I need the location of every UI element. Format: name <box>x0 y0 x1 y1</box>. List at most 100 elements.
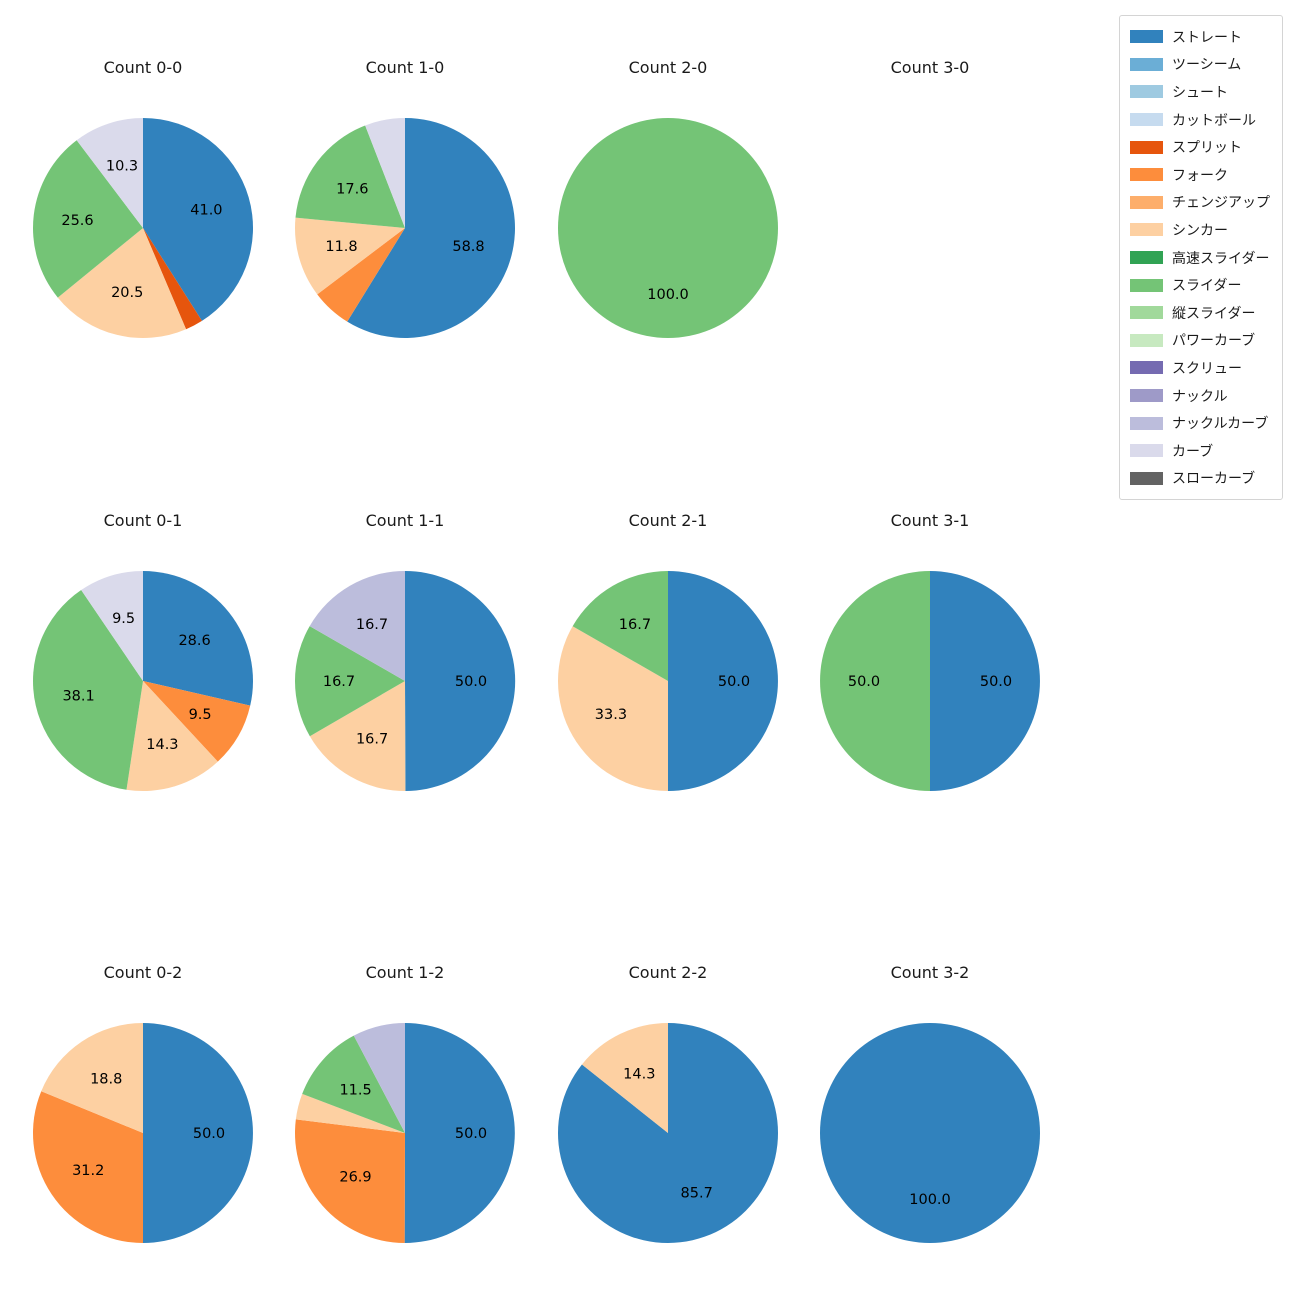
pie-slice <box>295 125 405 228</box>
pie-slice <box>581 1023 668 1133</box>
pie-slice-label: 14.3 <box>146 737 178 753</box>
pie-slice-label: 9.5 <box>189 707 212 723</box>
legend-color-swatch <box>1130 361 1163 375</box>
pie-slice <box>143 228 202 330</box>
pie-slice <box>820 1023 1040 1243</box>
pie-chart-title: Count 0-0 <box>103 58 183 77</box>
pie-chart: 28.6 9.5 14.3 38.1 9.5 <box>33 571 254 791</box>
pie-slice-label: 25.6 <box>61 213 93 229</box>
pie-slice <box>32 140 143 298</box>
legend-item: ナックルカーブ <box>1130 409 1270 437</box>
pie-chart-count-1-1: Count 1-1 50.0 16.7 16.7 16.7 <box>293 509 517 793</box>
pie-slice-label: 9.5 <box>112 611 135 627</box>
pie-chart: 50.0 16.7 16.7 16.7 <box>294 570 516 792</box>
pie-chart: 50.0 26.9 11.5 <box>295 1023 515 1244</box>
legend-item-label: スプリット <box>1172 140 1242 157</box>
pie-slice <box>143 117 254 321</box>
legend-item: チェンジアップ <box>1130 189 1270 217</box>
pie-slice-label: 11.5 <box>339 1082 371 1098</box>
legend-item-label: シュート <box>1172 84 1228 101</box>
legend-item-label: 高速スライダー <box>1172 250 1270 267</box>
pie-slice-label: 16.7 <box>356 617 388 633</box>
pie-chart-title: Count 3-2 <box>890 963 970 982</box>
legend-item: 高速スライダー <box>1130 244 1270 272</box>
legend-item: スローカーブ <box>1130 465 1270 493</box>
pie-slice-label: 50.0 <box>193 1126 225 1142</box>
pie-chart-count-3-2: Count 3-2 100.0 <box>818 961 1042 1245</box>
legend-item: スクリュー <box>1130 354 1270 382</box>
pie-slice <box>76 118 143 228</box>
pie-slice <box>557 626 668 791</box>
pie-slice-label: 58.8 <box>452 239 484 255</box>
pie-chart-count-2-1: Count 2-1 50.0 33.3 16.7 <box>556 509 780 793</box>
legend-item-label: パワーカーブ <box>1172 333 1256 350</box>
legend-item: シンカー <box>1130 216 1270 244</box>
pie-slice-label: 11.8 <box>325 239 357 255</box>
pie-slice <box>309 681 406 792</box>
legend-item-label: ストレート <box>1172 29 1242 46</box>
legend-item-label: 縦スライダー <box>1172 305 1256 322</box>
legend: ストレート ツーシーム シュート カットボール スプリット フォーク チェンジアップ シンカー… <box>1119 15 1283 501</box>
legend-item-label: ナックル <box>1172 388 1228 405</box>
legend-item: ナックル <box>1130 382 1270 410</box>
pie-slice-label: 26.9 <box>339 1170 371 1186</box>
legend-color-swatch <box>1130 333 1163 347</box>
pie-chart-count-1-0: Count 1-0 58.8 11.8 17.6 <box>293 56 517 340</box>
pie-slice <box>558 1023 779 1243</box>
pie-slice-label: 16.7 <box>619 617 651 633</box>
legend-color-swatch <box>1130 85 1163 99</box>
pie-slice-label: 50.0 <box>848 674 880 690</box>
pie-chart-count-2-2: Count 2-2 85.7 14.3 <box>556 961 780 1245</box>
pie-chart-title: Count 2-1 <box>628 511 708 530</box>
legend-item-label: ナックルカーブ <box>1172 416 1269 433</box>
pie-slice-label: 18.8 <box>90 1071 122 1087</box>
legend-color-swatch <box>1130 251 1163 265</box>
legend-item: ストレート <box>1130 23 1270 51</box>
pie-chart-title: Count 3-1 <box>890 511 970 530</box>
legend-item: カーブ <box>1130 437 1270 465</box>
pie-chart-title: Count 1-0 <box>365 58 445 77</box>
pie-slice-label: 100.0 <box>909 1192 951 1208</box>
legend-item: パワーカーブ <box>1130 327 1270 355</box>
pie-chart: 100.0 <box>558 118 778 338</box>
legend-color-swatch <box>1130 195 1163 209</box>
legend-item-label: ツーシーム <box>1172 57 1242 74</box>
pie-slice <box>930 571 1040 791</box>
pie-slice <box>295 1119 405 1243</box>
pie-slice <box>309 571 405 681</box>
pie-slice <box>353 1023 405 1133</box>
pie-slice <box>41 1023 143 1133</box>
pie-chart-title: Count 2-0 <box>628 58 708 77</box>
pie-slice-label: 50.0 <box>980 674 1012 690</box>
pie-slice <box>295 217 405 295</box>
pie-slice <box>302 1035 405 1133</box>
pie-chart-count-2-0: Count 2-0 100.0 <box>556 56 780 340</box>
legend-color-swatch <box>1130 444 1163 458</box>
pie-slice-label: 28.6 <box>178 633 210 649</box>
pie-slice-label: 38.1 <box>62 689 94 705</box>
pie-slice-label: 41.0 <box>190 203 222 219</box>
legend-color-swatch <box>1130 113 1163 127</box>
pie-slice-label: 16.7 <box>323 674 355 690</box>
pie-chart-title: Count 3-0 <box>890 58 970 77</box>
legend-item: ツーシーム <box>1130 51 1270 79</box>
pie-slice-label: 14.3 <box>623 1067 655 1083</box>
pie-chart: 50.0 50.0 <box>820 571 1040 791</box>
legend-color-swatch <box>1130 416 1163 430</box>
pie-slice-label: 17.6 <box>336 181 368 197</box>
legend-item-label: フォーク <box>1172 167 1228 184</box>
pie-slice-label: 10.3 <box>106 158 138 174</box>
pie-slice-label: 85.7 <box>681 1186 713 1202</box>
pie-slice <box>57 228 187 339</box>
pie-slice <box>294 626 405 737</box>
pie-chart-count-1-2: Count 1-2 50.0 26.9 11.5 <box>293 961 517 1245</box>
pie-chart: 58.8 11.8 17.6 <box>295 118 515 338</box>
pie-chart: 50.0 33.3 16.7 <box>557 571 778 791</box>
pie-chart-title: Count 1-2 <box>365 963 445 982</box>
pie-slice-label: 50.0 <box>455 674 487 690</box>
pie-chart-title: Count 0-2 <box>103 963 183 982</box>
legend-item: 縦スライダー <box>1130 299 1270 327</box>
pie-slice-label: 16.7 <box>356 731 388 747</box>
pie-slice <box>365 118 405 228</box>
